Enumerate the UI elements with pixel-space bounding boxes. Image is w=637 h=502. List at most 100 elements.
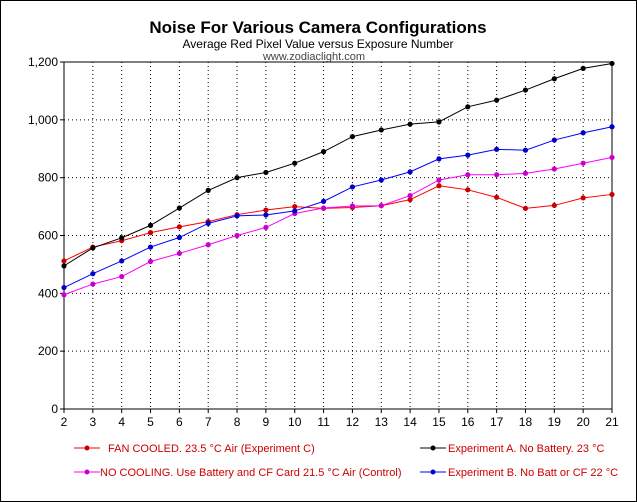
data-point — [263, 212, 269, 218]
data-point — [176, 250, 182, 257]
data-point — [551, 137, 557, 143]
data-point — [436, 119, 442, 125]
data-point — [147, 258, 154, 265]
legend-item-no-cooling: NO COOLING. Use Battery and CF Card 21.5… — [74, 467, 402, 479]
data-point — [436, 177, 442, 183]
data-point — [378, 203, 384, 209]
legend-label-fan-cooled: FAN COOLED. 23.5 °C Air (Experiment C) — [108, 443, 315, 455]
x-tick-label: 6 — [176, 415, 183, 429]
data-point — [522, 205, 529, 211]
data-point — [234, 232, 240, 239]
x-tick-label: 19 — [548, 415, 562, 429]
y-tick-label: 1,200 — [28, 55, 58, 69]
data-point — [176, 234, 182, 241]
chart-subtitle: Average Red Pixel Value versus Exposure … — [182, 37, 453, 51]
data-point — [436, 156, 442, 162]
x-tick-label: 7 — [205, 415, 212, 429]
series-2 — [61, 60, 615, 269]
series-line — [63, 62, 613, 267]
x-tick-label: 20 — [576, 415, 590, 429]
data-point — [465, 104, 471, 110]
data-point — [147, 222, 154, 228]
data-point — [494, 146, 500, 152]
data-point — [263, 224, 269, 231]
chart-title: Noise For Various Camera Configurations — [149, 18, 486, 37]
series-line — [63, 126, 613, 289]
data-point — [119, 273, 125, 280]
data-point — [551, 202, 557, 209]
data-point — [494, 194, 500, 200]
data-point — [465, 172, 471, 178]
x-tick-label: 5 — [147, 415, 154, 429]
data-point — [61, 263, 67, 269]
legend-label-no-cooling: NO COOLING. Use Battery and CF Card 21.5… — [100, 467, 402, 479]
data-point — [522, 170, 529, 176]
data-point — [119, 235, 125, 241]
data-point — [205, 220, 211, 226]
x-tick-label: 17 — [490, 415, 504, 429]
data-point — [90, 245, 96, 251]
data-point — [292, 160, 298, 166]
data-point — [320, 198, 327, 204]
legend-item-experiment-b: Experiment B. No Batt or CF 22 °C — [420, 467, 618, 479]
data-point — [147, 230, 154, 236]
data-point — [119, 258, 125, 264]
data-point — [292, 203, 298, 210]
data-point — [176, 224, 182, 230]
data-point — [609, 60, 615, 67]
x-tick-label: 18 — [519, 415, 533, 429]
series-line — [63, 156, 613, 296]
chart-watermark: www.zodiaclight.com — [262, 51, 365, 63]
data-point — [609, 191, 615, 198]
data-point — [234, 175, 240, 181]
y-tick-label: 600 — [38, 229, 58, 243]
y-tick-label: 800 — [38, 171, 58, 185]
data-point — [205, 187, 211, 193]
data-point — [90, 281, 96, 287]
series-1 — [61, 154, 615, 298]
data-point — [580, 65, 586, 71]
data-point — [407, 169, 413, 175]
y-tick-label: 1,000 — [28, 113, 58, 127]
data-point — [147, 244, 154, 250]
data-point — [580, 160, 586, 166]
data-point — [176, 205, 182, 211]
data-point — [494, 172, 500, 178]
legend-item-fan-cooled: FAN COOLED. 23.5 °C Air (Experiment C) — [74, 443, 315, 455]
x-tick-label: 13 — [375, 415, 389, 429]
data-point — [61, 284, 67, 291]
data-point — [349, 134, 356, 140]
legend-label-experiment-b: Experiment B. No Batt or CF 22 °C — [448, 467, 618, 479]
series-lines — [61, 60, 615, 298]
grid-lines — [64, 62, 612, 409]
data-point — [90, 271, 96, 277]
data-point — [407, 197, 413, 203]
data-point — [292, 208, 298, 214]
data-point — [609, 154, 615, 161]
data-point — [407, 192, 413, 199]
data-point — [551, 76, 557, 82]
x-tick-label: 2 — [61, 415, 68, 429]
y-tick-label: 200 — [38, 344, 58, 358]
data-point — [465, 152, 471, 158]
data-point — [61, 258, 67, 264]
data-point — [609, 124, 615, 130]
data-point — [234, 213, 240, 219]
data-point — [263, 169, 269, 176]
legend-label-experiment-a: Experiment A. No Battery. 23 °C — [448, 443, 604, 455]
data-point — [378, 177, 384, 183]
x-tick-label: 3 — [89, 415, 96, 429]
data-point — [61, 292, 67, 298]
legend: FAN COOLED. 23.5 °C Air (Experiment C) N… — [74, 443, 618, 479]
data-point — [349, 203, 356, 209]
data-point — [580, 195, 586, 201]
series-line — [63, 185, 613, 262]
x-tick-label: 14 — [403, 415, 417, 429]
data-point — [349, 184, 356, 190]
x-tick-label: 10 — [288, 415, 302, 429]
x-tick-label: 11 — [317, 415, 330, 429]
y-tick-label: 400 — [38, 286, 58, 300]
x-tick-label: 4 — [118, 415, 125, 429]
